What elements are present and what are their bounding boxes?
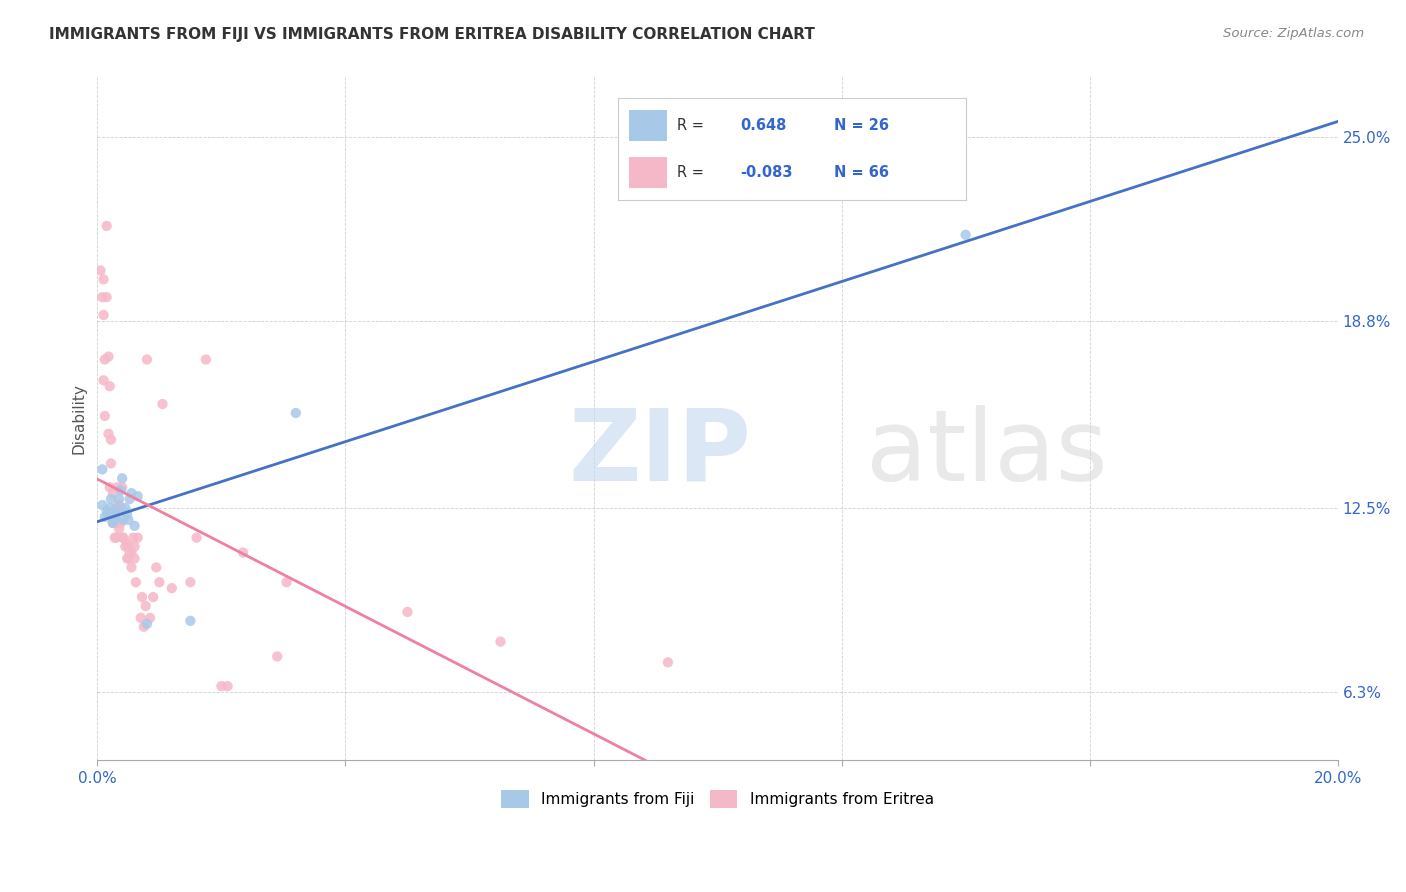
Point bbox=[100, 492, 122, 507]
Point bbox=[91, 498, 114, 512]
Point bbox=[105, 480, 128, 494]
Point bbox=[98, 500, 121, 515]
Point bbox=[136, 616, 159, 631]
Point bbox=[129, 611, 152, 625]
Text: Source: ZipAtlas.com: Source: ZipAtlas.com bbox=[1223, 27, 1364, 40]
Point bbox=[125, 575, 148, 590]
Point bbox=[111, 480, 134, 494]
Point bbox=[97, 426, 120, 441]
Point bbox=[124, 518, 146, 533]
Point bbox=[98, 480, 121, 494]
Point bbox=[94, 509, 117, 524]
Point bbox=[139, 611, 162, 625]
Point bbox=[94, 352, 117, 367]
Point bbox=[179, 614, 201, 628]
Point bbox=[89, 263, 111, 277]
Point bbox=[657, 656, 679, 670]
Point bbox=[108, 522, 131, 536]
Point bbox=[160, 581, 183, 595]
Point bbox=[97, 507, 120, 521]
Point bbox=[97, 350, 120, 364]
Text: atlas: atlas bbox=[866, 405, 1108, 501]
Text: ZIP: ZIP bbox=[568, 405, 752, 501]
Point bbox=[101, 516, 124, 530]
Point bbox=[118, 492, 141, 507]
Point bbox=[112, 513, 135, 527]
Point bbox=[117, 551, 139, 566]
Point bbox=[209, 679, 232, 693]
Point bbox=[118, 545, 141, 559]
Point bbox=[110, 516, 132, 530]
Point bbox=[115, 507, 138, 521]
Point bbox=[145, 560, 167, 574]
Point bbox=[217, 679, 239, 693]
Point bbox=[132, 620, 155, 634]
Point bbox=[266, 649, 288, 664]
Point bbox=[142, 590, 165, 604]
Point bbox=[115, 551, 138, 566]
Point bbox=[276, 575, 298, 590]
Point bbox=[91, 462, 114, 476]
Point bbox=[148, 575, 170, 590]
Point bbox=[117, 513, 139, 527]
Point bbox=[93, 373, 115, 387]
Point bbox=[121, 560, 143, 574]
Point bbox=[93, 272, 115, 286]
Point bbox=[396, 605, 419, 619]
Point bbox=[135, 599, 157, 613]
Point bbox=[91, 290, 114, 304]
Point bbox=[108, 498, 131, 512]
Point bbox=[100, 433, 122, 447]
Point bbox=[93, 308, 115, 322]
Point bbox=[127, 489, 149, 503]
Point bbox=[111, 471, 134, 485]
Point bbox=[179, 575, 201, 590]
Point bbox=[152, 397, 174, 411]
Point bbox=[489, 634, 512, 648]
Point bbox=[955, 227, 977, 242]
Point bbox=[232, 545, 254, 559]
Point bbox=[96, 219, 118, 233]
Point bbox=[131, 590, 153, 604]
Point bbox=[117, 540, 139, 554]
Point bbox=[96, 504, 118, 518]
Point bbox=[104, 531, 127, 545]
Legend: Immigrants from Fiji, Immigrants from Eritrea: Immigrants from Fiji, Immigrants from Er… bbox=[495, 784, 939, 814]
Point bbox=[101, 516, 124, 530]
Y-axis label: Disability: Disability bbox=[72, 384, 86, 454]
Point bbox=[115, 536, 138, 550]
Point bbox=[98, 379, 121, 393]
Point bbox=[110, 483, 132, 498]
Text: IMMIGRANTS FROM FIJI VS IMMIGRANTS FROM ERITREA DISABILITY CORRELATION CHART: IMMIGRANTS FROM FIJI VS IMMIGRANTS FROM … bbox=[49, 27, 815, 42]
Point bbox=[100, 457, 122, 471]
Point bbox=[121, 486, 143, 500]
Point bbox=[101, 516, 124, 530]
Point bbox=[121, 545, 143, 559]
Point bbox=[124, 551, 146, 566]
Point bbox=[284, 406, 307, 420]
Point bbox=[104, 513, 127, 527]
Point bbox=[127, 531, 149, 545]
Point bbox=[114, 500, 136, 515]
Point bbox=[194, 352, 217, 367]
Point bbox=[136, 352, 159, 367]
Point bbox=[122, 531, 145, 545]
Point bbox=[104, 507, 127, 521]
Point bbox=[124, 540, 146, 554]
Point bbox=[105, 500, 128, 515]
Point bbox=[105, 516, 128, 530]
Point bbox=[112, 531, 135, 545]
Point bbox=[101, 486, 124, 500]
Point bbox=[94, 409, 117, 423]
Point bbox=[114, 540, 136, 554]
Point bbox=[111, 531, 134, 545]
Point bbox=[110, 500, 132, 515]
Point bbox=[104, 509, 127, 524]
Point bbox=[104, 531, 127, 545]
Point bbox=[186, 531, 208, 545]
Point bbox=[108, 492, 131, 507]
Point bbox=[104, 500, 127, 515]
Point bbox=[96, 290, 118, 304]
